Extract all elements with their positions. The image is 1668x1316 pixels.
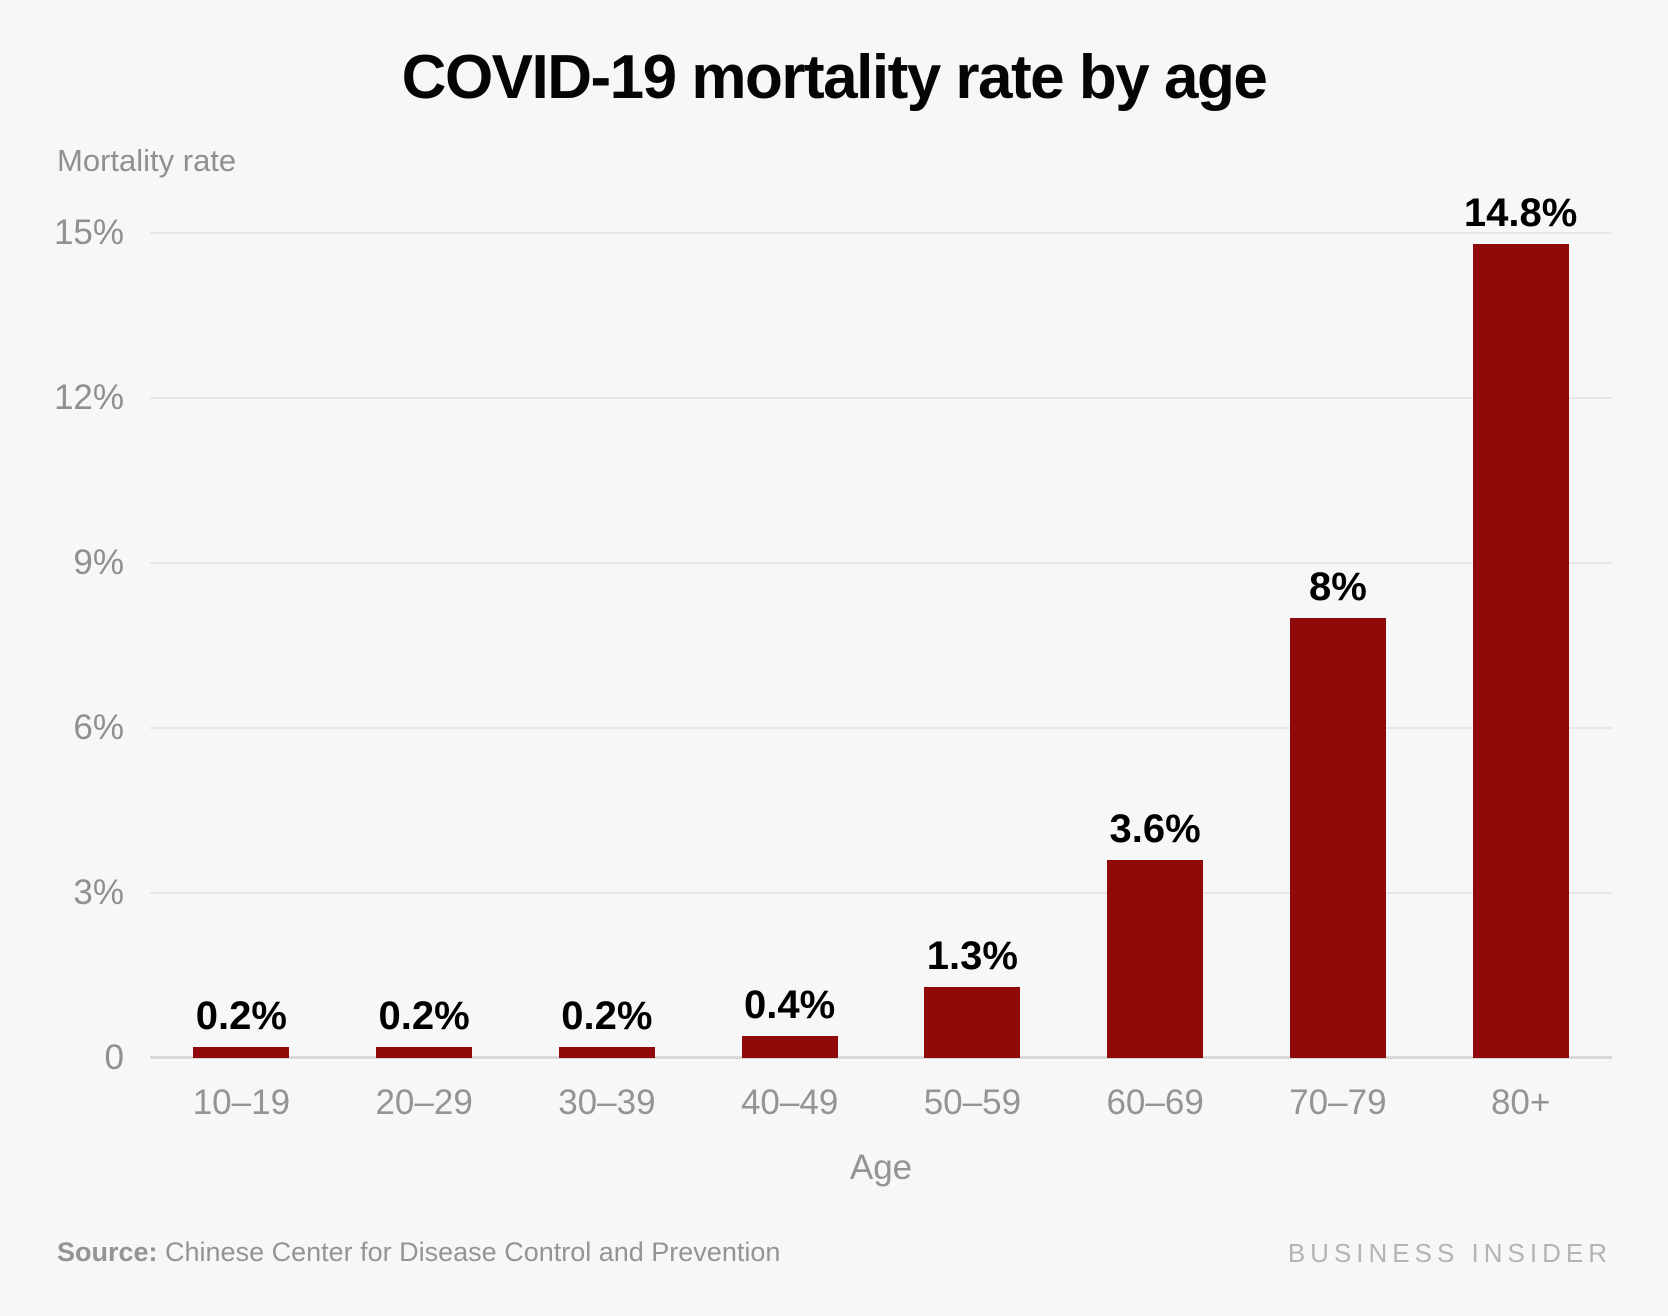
x-axis-baseline bbox=[150, 1056, 1612, 1059]
bar bbox=[741, 1036, 838, 1058]
y-axis-title: Mortality rate bbox=[57, 143, 237, 178]
bar bbox=[1289, 618, 1386, 1058]
branding-logo: BUSINESS INSIDER bbox=[1287, 1238, 1612, 1268]
x-axis-title: Age bbox=[849, 1148, 913, 1187]
plot-area: 0.2% 10–19 0.2% 20–29 0.2% 30–39 0.4% 40–49 1.3%… bbox=[150, 191, 1612, 1122]
bar-value-label: 0.2% bbox=[195, 994, 287, 1038]
bar bbox=[193, 1047, 290, 1058]
bar-value-label: 0.4% bbox=[744, 983, 836, 1027]
gridline bbox=[150, 892, 1612, 894]
y-tick-label: 0 bbox=[104, 1038, 124, 1077]
bar bbox=[1472, 244, 1569, 1058]
gridline bbox=[150, 232, 1612, 234]
bar bbox=[558, 1047, 655, 1058]
x-tick-label: 50–59 bbox=[923, 1083, 1022, 1122]
bar-value-label: 1.3% bbox=[926, 933, 1018, 978]
source-note: Source: Chinese Center for Disease Contr… bbox=[57, 1236, 780, 1268]
bar-value-label: 3.6% bbox=[1109, 807, 1201, 851]
y-tick-label: 9% bbox=[73, 543, 124, 582]
y-tick-label: 6% bbox=[73, 708, 124, 747]
x-tick-label: 10–19 bbox=[192, 1083, 291, 1122]
bar-value-label: 14.8% bbox=[1463, 191, 1578, 235]
chart-title: COVID-19 mortality rate by age bbox=[401, 43, 1268, 112]
y-tick-label: 15% bbox=[53, 213, 124, 252]
bar-value-label: 8% bbox=[1308, 565, 1367, 609]
bar bbox=[1107, 860, 1204, 1058]
x-tick-label: 40–49 bbox=[740, 1083, 839, 1122]
x-tick-label: 80+ bbox=[1490, 1083, 1551, 1122]
gridline bbox=[150, 562, 1612, 564]
bar-value-label: 0.2% bbox=[378, 994, 470, 1038]
x-tick-label: 70–79 bbox=[1289, 1083, 1387, 1122]
x-tick-label: 30–39 bbox=[558, 1083, 656, 1122]
source-label: Source: bbox=[57, 1237, 158, 1267]
x-tick-label: 20–29 bbox=[375, 1083, 473, 1122]
y-tick-label: 12% bbox=[53, 378, 124, 417]
bar-value-label: 0.2% bbox=[561, 994, 653, 1038]
source-text: Chinese Center for Disease Control and P… bbox=[157, 1237, 781, 1267]
gridline bbox=[150, 727, 1612, 729]
bar bbox=[376, 1047, 473, 1058]
bar bbox=[924, 986, 1021, 1058]
gridline bbox=[150, 397, 1612, 399]
y-tick-label: 3% bbox=[73, 873, 124, 912]
y-axis-tick-labels: 0 3% 6% 9% 12% 15% bbox=[0, 213, 124, 1077]
x-tick-label: 60–69 bbox=[1106, 1083, 1204, 1122]
